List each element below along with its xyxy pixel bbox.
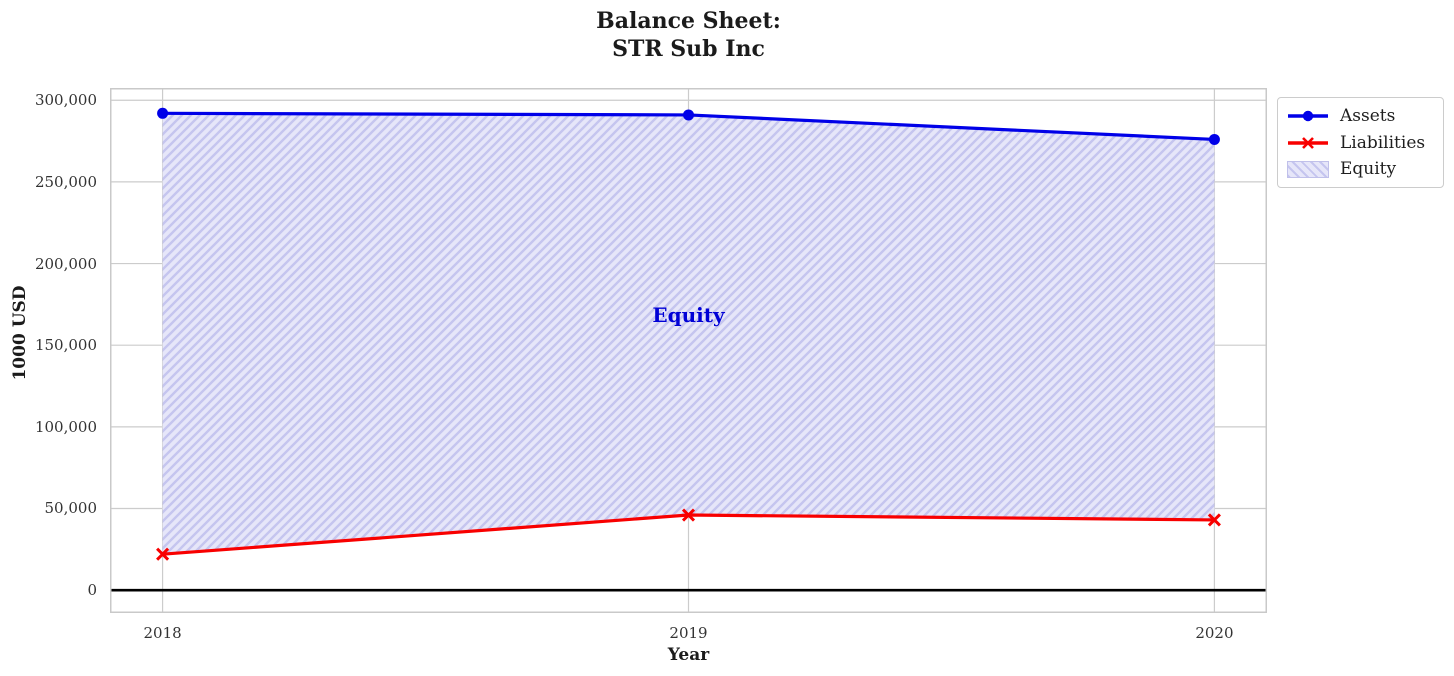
equity-hatch-swatch-icon [1287, 160, 1329, 178]
y-tick-label: 0 [87, 581, 97, 600]
y-tick-label: 250,000 [34, 172, 97, 191]
y-tick-label: 300,000 [34, 91, 97, 110]
chart-title: Balance Sheet: STR Sub Inc [110, 7, 1267, 63]
legend-item-equity: Equity [1287, 158, 1434, 180]
x-axis-label: Year [667, 645, 710, 665]
chart-title-line1: Balance Sheet: [596, 8, 781, 34]
legend-item-assets: Assets [1287, 105, 1434, 127]
equity-area-annotation: Equity [652, 302, 725, 327]
y-tick-label: 150,000 [34, 336, 97, 355]
liabilities-line-x-icon [1288, 136, 1328, 149]
y-axis-label: 1000 USD [10, 285, 30, 381]
assets-line-circle-icon [1288, 110, 1328, 122]
x-tick-label: 2019 [669, 624, 708, 642]
y-tick-label: 200,000 [34, 254, 97, 273]
legend: Assets Liabilities Equity [1277, 97, 1444, 188]
x-tick-label: 2018 [143, 624, 182, 642]
x-tick-label: 2020 [1195, 624, 1234, 642]
plot-area [110, 88, 1267, 613]
y-tick-label: 50,000 [44, 499, 98, 518]
y-tick-label: 100,000 [34, 417, 97, 436]
legend-item-liabilities: Liabilities [1287, 132, 1434, 154]
legend-label-assets: Assets [1340, 106, 1396, 126]
legend-label-equity: Equity [1340, 159, 1397, 179]
chart-title-line2: STR Sub Inc [612, 36, 765, 62]
legend-label-liabilities: Liabilities [1340, 132, 1426, 153]
